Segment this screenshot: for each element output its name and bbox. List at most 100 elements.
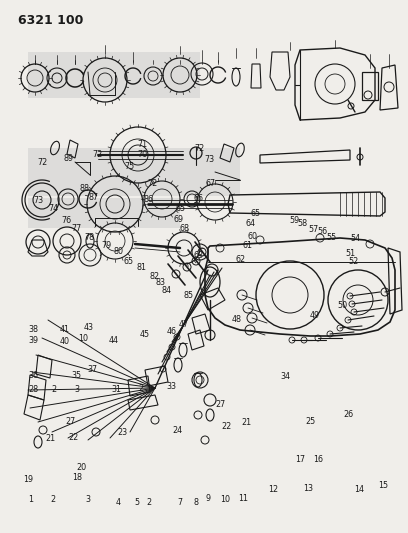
Text: 80: 80 [113, 247, 123, 256]
Text: 60: 60 [247, 232, 257, 241]
Text: 2: 2 [52, 385, 57, 393]
Text: 46: 46 [166, 327, 176, 336]
Text: 82: 82 [149, 272, 159, 280]
Text: 25: 25 [305, 417, 315, 425]
Text: 22: 22 [221, 422, 232, 431]
Text: 83: 83 [156, 278, 166, 287]
Text: 27: 27 [215, 400, 226, 408]
Text: 6321 100: 6321 100 [18, 14, 83, 27]
Text: 26: 26 [344, 410, 354, 419]
Polygon shape [28, 148, 240, 196]
Text: 65: 65 [124, 257, 134, 265]
Text: 62: 62 [236, 255, 246, 263]
Text: 9: 9 [206, 495, 211, 503]
Text: 76: 76 [61, 216, 71, 224]
Text: 89: 89 [64, 155, 73, 163]
Text: 16: 16 [313, 455, 323, 464]
Text: 70: 70 [138, 150, 148, 159]
Polygon shape [28, 198, 180, 228]
Text: 14: 14 [354, 485, 364, 494]
Text: 13: 13 [303, 484, 313, 492]
Text: 15: 15 [379, 481, 388, 489]
Text: 37: 37 [87, 366, 97, 374]
Text: 55: 55 [326, 233, 337, 242]
Text: 10: 10 [221, 496, 231, 504]
Text: 64: 64 [246, 220, 255, 228]
Text: 4: 4 [116, 498, 121, 506]
Text: 73: 73 [205, 156, 215, 164]
Text: 78: 78 [84, 233, 94, 242]
Text: 33: 33 [166, 383, 176, 391]
Text: 74: 74 [49, 205, 59, 213]
Text: 19: 19 [23, 475, 33, 484]
Text: 31: 31 [111, 385, 121, 393]
Text: 28: 28 [29, 385, 39, 393]
Text: 48: 48 [232, 316, 242, 324]
Text: 81: 81 [137, 263, 147, 272]
Text: 88: 88 [79, 184, 89, 192]
Text: 1: 1 [28, 496, 33, 504]
Text: 72: 72 [92, 150, 102, 159]
Text: 2: 2 [51, 496, 55, 504]
Text: 5: 5 [134, 498, 139, 506]
Text: 36: 36 [29, 371, 38, 379]
Text: 49: 49 [310, 311, 320, 320]
Text: 71: 71 [137, 141, 147, 149]
Text: 18: 18 [73, 473, 82, 482]
Text: 86: 86 [144, 195, 154, 204]
Text: 54: 54 [350, 235, 360, 243]
Text: 12: 12 [268, 485, 278, 494]
Text: 47: 47 [179, 320, 188, 328]
Text: 43: 43 [83, 323, 93, 332]
Text: 20: 20 [77, 464, 86, 472]
Text: 21: 21 [242, 418, 252, 426]
Text: 44: 44 [109, 336, 118, 344]
Text: 10: 10 [79, 335, 89, 343]
Text: 59: 59 [289, 216, 300, 225]
Text: 7: 7 [177, 498, 182, 506]
Text: 21: 21 [45, 434, 55, 442]
Text: 24: 24 [173, 426, 182, 435]
Text: 84: 84 [162, 286, 171, 295]
Text: 17: 17 [295, 455, 305, 464]
Text: 69: 69 [174, 215, 184, 224]
Text: 11: 11 [238, 494, 248, 503]
Text: 27: 27 [65, 417, 75, 425]
Text: 85: 85 [184, 291, 193, 300]
Text: 79: 79 [102, 241, 112, 249]
Text: 41: 41 [60, 325, 69, 334]
Text: 58: 58 [298, 220, 308, 228]
Text: 22: 22 [68, 433, 79, 441]
Text: 61: 61 [242, 241, 252, 249]
Text: 2: 2 [138, 384, 143, 392]
Text: 72: 72 [37, 158, 48, 166]
Text: 3: 3 [74, 385, 79, 393]
Text: 66: 66 [193, 194, 203, 203]
Text: 8: 8 [193, 498, 198, 506]
Text: 56: 56 [317, 227, 327, 236]
Text: 3: 3 [85, 496, 90, 504]
Text: 35: 35 [72, 371, 82, 379]
Text: 39: 39 [29, 336, 39, 344]
Text: 75: 75 [124, 162, 135, 171]
Text: 87: 87 [89, 193, 99, 201]
Text: 38: 38 [29, 325, 38, 334]
Text: 45: 45 [140, 330, 150, 339]
Text: 23: 23 [118, 429, 127, 437]
Text: 40: 40 [60, 337, 69, 345]
Text: 52: 52 [348, 257, 359, 265]
Polygon shape [28, 52, 200, 98]
Text: 2: 2 [146, 498, 151, 506]
Text: 57: 57 [308, 225, 319, 233]
Text: 67: 67 [206, 179, 215, 188]
Text: 72: 72 [195, 144, 205, 152]
Text: 34: 34 [281, 372, 290, 381]
Text: 72: 72 [147, 179, 158, 188]
Text: 68: 68 [180, 224, 189, 232]
Text: 77: 77 [71, 224, 82, 232]
Text: 73: 73 [33, 196, 43, 205]
Text: 51: 51 [346, 249, 356, 258]
Text: 65: 65 [251, 209, 260, 217]
Text: 63: 63 [194, 252, 204, 260]
Text: 65: 65 [175, 205, 185, 213]
